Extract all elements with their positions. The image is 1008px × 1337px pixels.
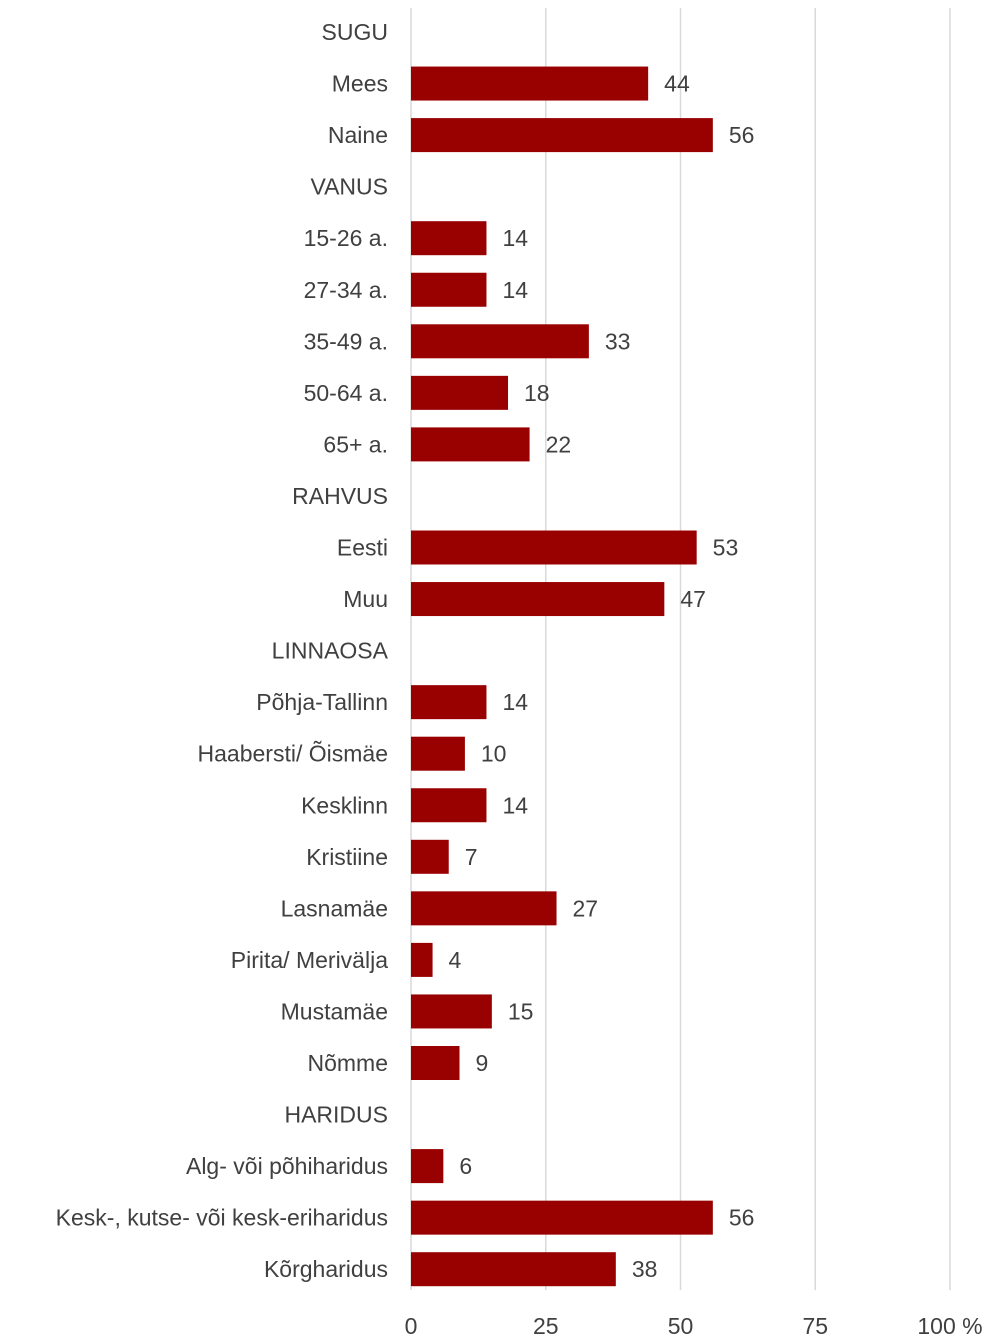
category-label: 35-49 a. [304, 328, 388, 354]
bar [411, 1200, 713, 1235]
category-label: Lasnamäe [281, 895, 388, 921]
category-label: Nõmme [307, 1050, 388, 1076]
x-tick-label: 25 [533, 1313, 559, 1337]
category-label: Alg- või põhiharidus [186, 1153, 388, 1179]
data-label: 15 [508, 998, 534, 1024]
data-label: 56 [729, 122, 755, 148]
bar [411, 736, 465, 771]
data-label: 47 [680, 586, 706, 612]
category-label: 15-26 a. [304, 225, 388, 251]
data-label: 9 [476, 1050, 489, 1076]
category-labels: SUGU Mees Naine VANUS 15-26 a. 27-34 a. 35-49 … [56, 19, 389, 1282]
bars [411, 66, 713, 1287]
data-label: 53 [713, 535, 739, 561]
bar [411, 375, 509, 410]
bar [411, 272, 487, 307]
data-label: 38 [632, 1256, 658, 1282]
group-heading: LINNAOSA [272, 638, 389, 664]
group-heading: RAHVUS [292, 483, 388, 509]
group-heading: VANUS [310, 174, 388, 200]
x-axis-ticks: 0 25 50 75 100 % [405, 1313, 983, 1337]
group-heading: HARIDUS [284, 1102, 388, 1128]
data-label: 14 [502, 225, 528, 251]
data-label: 6 [459, 1153, 472, 1179]
bar [411, 1149, 444, 1184]
bar [411, 530, 697, 565]
bar [411, 891, 557, 926]
data-label: 10 [481, 741, 507, 767]
category-label: Eesti [337, 535, 388, 561]
data-label: 33 [605, 328, 631, 354]
data-label: 56 [729, 1205, 755, 1231]
category-label: Kõrgharidus [264, 1256, 388, 1282]
data-label: 22 [546, 431, 572, 457]
bar [411, 324, 589, 359]
bar [411, 942, 433, 977]
bar [411, 685, 487, 720]
bar [411, 1046, 460, 1080]
data-label: 27 [573, 895, 599, 921]
category-label: Kesklinn [301, 792, 388, 818]
data-label: 14 [502, 792, 528, 818]
group-heading: SUGU [322, 19, 388, 45]
category-label: Naine [328, 122, 388, 148]
category-label: 65+ a. [323, 431, 388, 457]
data-label: 44 [664, 71, 690, 97]
data-label: 18 [524, 380, 550, 406]
bar [411, 582, 665, 617]
bar [411, 839, 449, 874]
x-tick-label: 75 [802, 1313, 828, 1337]
category-label: Haabersti/ Õismäe [198, 740, 388, 767]
data-labels: 44 56 14 14 33 18 22 53 47 14 10 14 7 27 4 15 9 6 56 38 [449, 71, 755, 1283]
category-label: Muu [343, 586, 388, 612]
category-label: 27-34 a. [304, 277, 388, 303]
data-label: 14 [502, 689, 528, 715]
x-tick-label: 0 [405, 1313, 418, 1337]
bar [411, 788, 487, 823]
category-label: 50-64 a. [304, 380, 388, 406]
category-label: Kesk-, kutse- või kesk-eriharidus [56, 1205, 388, 1231]
bar [411, 994, 492, 1029]
data-label: 7 [465, 844, 478, 870]
data-label: 4 [449, 947, 462, 973]
bar [411, 1252, 616, 1287]
bar [411, 118, 713, 153]
category-label: Pirita/ Merivälja [231, 947, 388, 973]
bar [411, 221, 487, 256]
x-tick-label: 50 [668, 1313, 694, 1337]
bar [411, 66, 649, 101]
gridlines [410, 8, 951, 1290]
bar [411, 427, 530, 462]
category-label: Mustamäe [281, 998, 388, 1024]
category-label: Põhja-Tallinn [256, 689, 388, 715]
category-label: Kristiine [306, 844, 388, 870]
x-tick-label: 100 % [917, 1313, 982, 1337]
category-label: Mees [332, 71, 388, 97]
data-label: 14 [502, 277, 528, 303]
